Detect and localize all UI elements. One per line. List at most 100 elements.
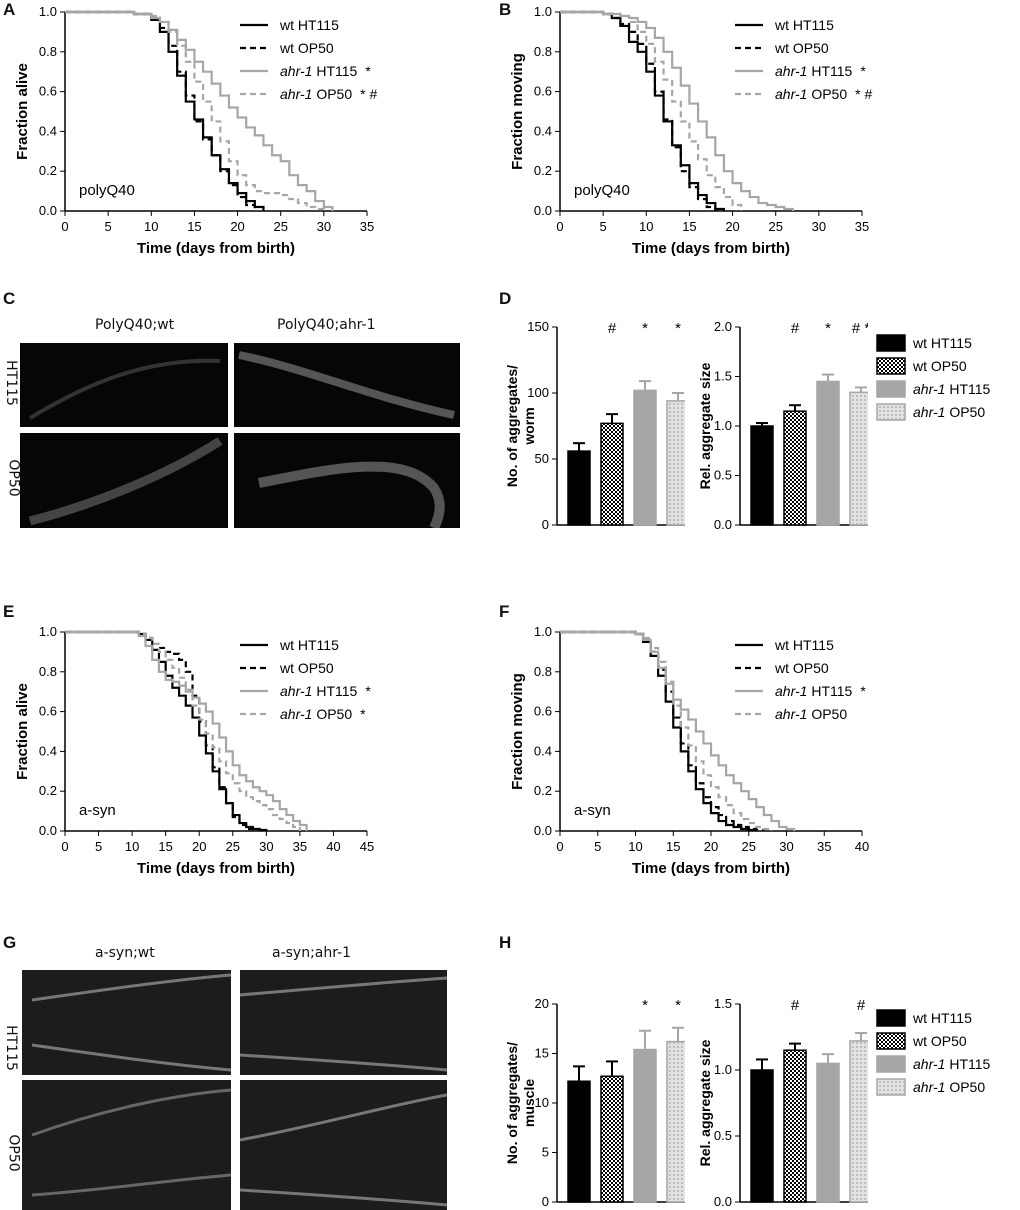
micro-g-col2-label: a-syn;ahr-1 <box>272 945 352 961</box>
y-tick-label: 0.6 <box>39 84 57 99</box>
y-tick-label: 20 <box>535 996 549 1011</box>
significance-mark: # <box>791 320 800 337</box>
x-tick-label: 5 <box>594 839 601 854</box>
y-axis-label: Fraction moving <box>509 673 526 790</box>
y-tick-label: 0.0 <box>534 823 552 838</box>
chart-annotation: a-syn <box>79 802 116 819</box>
micro-c-ahr-op50 <box>234 433 460 528</box>
x-tick-label: 0 <box>556 839 563 854</box>
x-tick-label: 5 <box>105 219 112 234</box>
bar-ahr-op50 <box>666 400 685 526</box>
x-tick-label: 25 <box>226 839 240 854</box>
y-tick-label: 0.8 <box>39 44 57 59</box>
panel-letter-g: G <box>3 933 17 952</box>
chart-annotation: a-syn <box>574 802 611 819</box>
x-axis-label: Time (days from birth) <box>632 240 790 257</box>
y-tick-label: 0.2 <box>39 163 57 178</box>
aggregates-per-muscle-chart: 0 5 10 15 20 No. of aggregates/muscle * * <box>505 996 685 1209</box>
legend-label: ahr-1 OP50 <box>913 404 985 420</box>
muscle-image <box>240 976 447 1072</box>
worm-image <box>258 461 445 528</box>
y-tick-label: 0.4 <box>39 743 57 758</box>
y-axis-label: Fraction alive <box>14 683 31 780</box>
x-tick-label: 30 <box>812 219 826 234</box>
significance-mark: * <box>642 997 648 1014</box>
legend-swatch-wt-op50 <box>876 357 906 375</box>
x-tick-label: 30 <box>259 839 273 854</box>
bar-wt-op50 <box>600 1075 624 1203</box>
worm-image <box>28 437 223 526</box>
y-tick-label: 0.8 <box>39 664 57 679</box>
chart-annotation: polyQ40 <box>574 182 630 199</box>
y-tick-label: 0.5 <box>714 1128 732 1143</box>
panel-letter-e: E <box>3 602 15 621</box>
legend-label: wt OP50 <box>279 660 334 676</box>
y-tick-label: 0.2 <box>534 163 552 178</box>
muscle-image <box>240 1093 447 1207</box>
y-tick-label: 0.4 <box>534 123 552 138</box>
y-tick-label: 1.5 <box>714 369 732 384</box>
series-line <box>560 630 758 832</box>
legend-label: ahr-1 OP50 * # <box>280 86 377 102</box>
muscle-image <box>31 1088 231 1197</box>
series-line <box>560 10 717 211</box>
significance-mark: * <box>642 320 648 337</box>
legend-label: wt OP50 <box>912 358 967 374</box>
chart-annotation: polyQ40 <box>79 182 135 199</box>
legend-swatch-ahr-ht115 <box>876 1055 906 1073</box>
x-tick-label: 20 <box>230 219 244 234</box>
micro-c-row1-label: HT115 <box>2 360 19 406</box>
bar-wt-op50 <box>600 422 624 526</box>
legend-label: ahr-1 HT115 * <box>775 63 866 79</box>
series-line <box>560 10 743 211</box>
legend-label: wt HT115 <box>912 1010 972 1026</box>
legend-label: wt HT115 <box>912 335 972 351</box>
panel-letter-a: A <box>3 0 16 19</box>
y-tick-label: 0.0 <box>714 517 732 532</box>
legend-label: wt HT115 <box>279 637 339 653</box>
bar-wt-ht115 <box>567 1080 591 1203</box>
series-line <box>560 630 773 831</box>
legend-swatch-ahr-op50 <box>876 403 906 421</box>
y-tick-label: 50 <box>535 451 549 466</box>
y-tick-label: 0 <box>542 1194 549 1209</box>
panel-letter-h: H <box>499 933 512 952</box>
y-axis-label: Fraction alive <box>14 63 31 160</box>
y-tick-label: 0.5 <box>714 468 732 483</box>
x-tick-label: 30 <box>779 839 793 854</box>
significance-mark: # * <box>852 320 868 337</box>
legend-label: wt OP50 <box>912 1033 967 1049</box>
survival-chart-a: 0 5 10 15 20 25 30 35 0.0 0.2 0.4 0.6 0.8 1.0 Time (da… <box>14 4 377 257</box>
legend-label: ahr-1 OP50 <box>913 1079 985 1095</box>
bar-ahr-ht115 <box>816 380 840 526</box>
x-tick-label: 35 <box>293 839 307 854</box>
panel-letter-f: F <box>499 602 510 621</box>
bar-ahr-ht115 <box>816 1062 840 1203</box>
x-axis-label: Time (days from birth) <box>137 240 295 257</box>
legend-swatch-ahr-ht115 <box>876 380 906 398</box>
y-axis-label: No. of aggregates/muscle <box>505 1042 537 1164</box>
micro-c-wt-op50 <box>20 433 228 528</box>
micro-g-col1-label: a-syn;wt <box>95 945 155 961</box>
bar-wt-ht115 <box>567 450 591 526</box>
y-tick-label: 1.0 <box>714 418 732 433</box>
y-tick-label: 0.0 <box>39 823 57 838</box>
x-tick-label: 0 <box>556 219 563 234</box>
micro-g-ahr-op50 <box>240 1080 447 1210</box>
legend-label: wt HT115 <box>774 17 834 33</box>
x-tick-label: 15 <box>666 839 680 854</box>
y-tick-label: 15 <box>535 1046 549 1061</box>
bar-wt-ht115 <box>750 1069 774 1203</box>
legend-label: ahr-1 HT115 * <box>775 683 866 699</box>
x-tick-label: 15 <box>682 219 696 234</box>
significance-mark: * <box>675 997 681 1014</box>
x-tick-label: 15 <box>158 839 172 854</box>
y-tick-label: 1.0 <box>39 624 57 639</box>
legend-label: wt HT115 <box>279 17 339 33</box>
aggregate-size-chart-d: 0.0 0.5 1.0 1.5 2.0 Rel. aggregate size # * # * <box>697 319 868 532</box>
bar-legend-h: wt HT115 wt OP50 ahr-1 HT115 ahr-1 OP50 <box>876 1009 991 1096</box>
bar-ahr-op50 <box>849 391 868 526</box>
micro-g-wt-op50 <box>22 1080 231 1210</box>
micro-c-wt-ht115 <box>20 343 228 427</box>
y-tick-label: 0.0 <box>534 203 552 218</box>
